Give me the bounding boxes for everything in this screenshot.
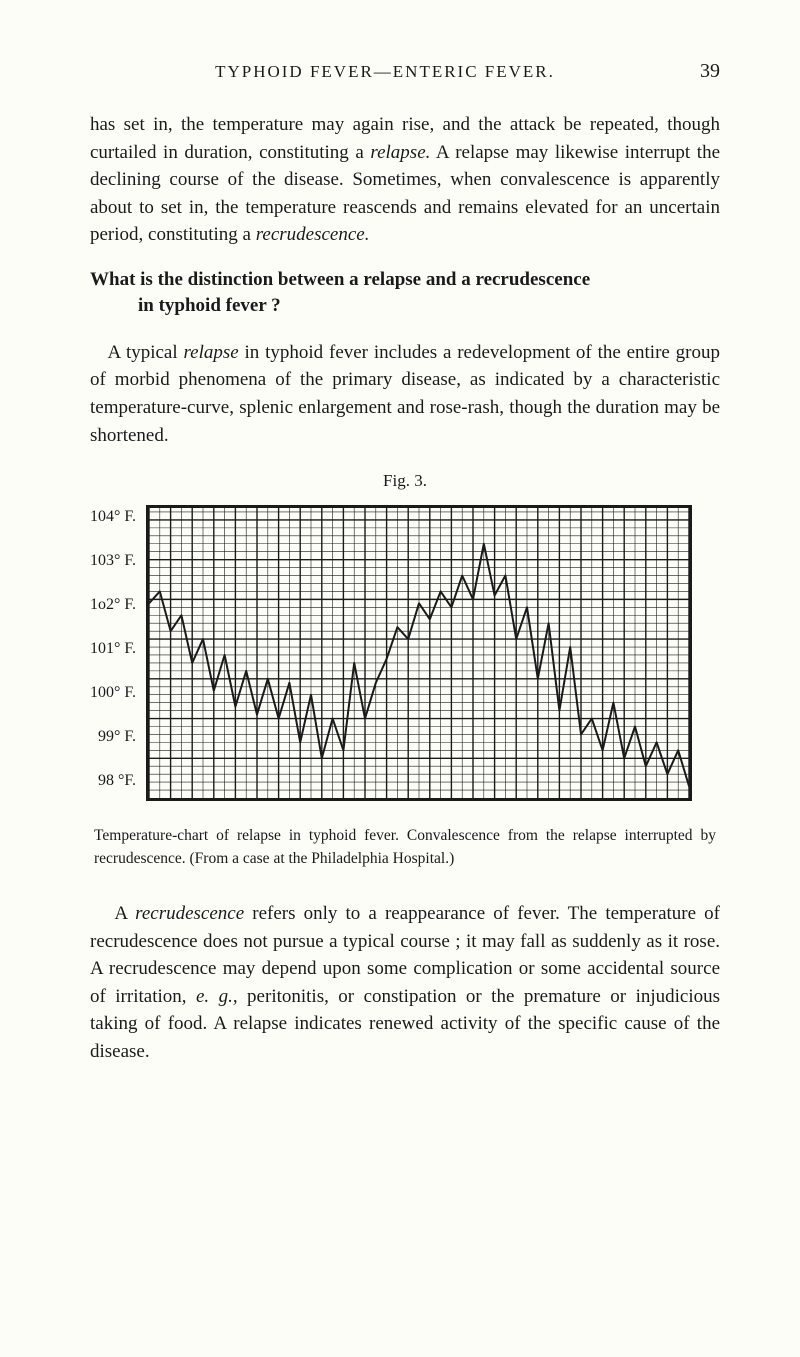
paragraph-3: A recrudescence refers only to a reappea… — [90, 900, 720, 1065]
chart-y-label: 104° F. — [90, 509, 136, 525]
chart-y-label: 98 °F. — [90, 773, 136, 789]
question-line2: in typhoid fever ? — [90, 293, 720, 320]
chart-y-label: 1o2° F. — [90, 597, 136, 613]
question-heading: What is the distinction between a relaps… — [90, 267, 720, 320]
chart-y-label: 103° F. — [90, 553, 136, 569]
p2-text-a: A typical — [107, 342, 183, 363]
chart-y-label: 99° F. — [90, 729, 136, 745]
page-number: 39 — [700, 60, 720, 83]
chart-y-axis-labels: 104° F. 103° F. 1o2° F. 101° F. 100° F. 99° F… — [90, 505, 146, 789]
document-page: TYPHOID FEVER—ENTERIC FEVER. 39 has set … — [0, 0, 800, 1357]
paragraph-2: A typical relapse in typhoid fever inclu… — [90, 339, 720, 449]
chart-y-label: 100° F. — [90, 685, 136, 701]
p1-relapse-term: relapse. — [370, 142, 430, 163]
p3-text-a: A — [114, 903, 135, 924]
running-title: TYPHOID FEVER—ENTERIC FEVER. — [90, 62, 680, 82]
p2-relapse-term: relapse — [183, 342, 238, 363]
chart-y-label: 101° F. — [90, 641, 136, 657]
p3-recrudescence-term: recrudescence — [135, 903, 244, 924]
temperature-chart: 104° F. 103° F. 1o2° F. 101° F. 100° F. 99° F… — [90, 505, 720, 801]
figure-label: Fig. 3. — [90, 471, 720, 491]
chart-svg — [146, 505, 692, 801]
question-line1: What is the distinction between a relaps… — [90, 269, 590, 290]
chart-caption: Temperature-chart of relapse in typhoid … — [94, 825, 716, 870]
p3-eg-term: e. g. — [196, 986, 233, 1007]
paragraph-1: has set in, the temperature may again ri… — [90, 111, 720, 249]
p1-recrudescence-term: recrudescence. — [256, 224, 370, 245]
page-header: TYPHOID FEVER—ENTERIC FEVER. 39 — [90, 60, 720, 83]
